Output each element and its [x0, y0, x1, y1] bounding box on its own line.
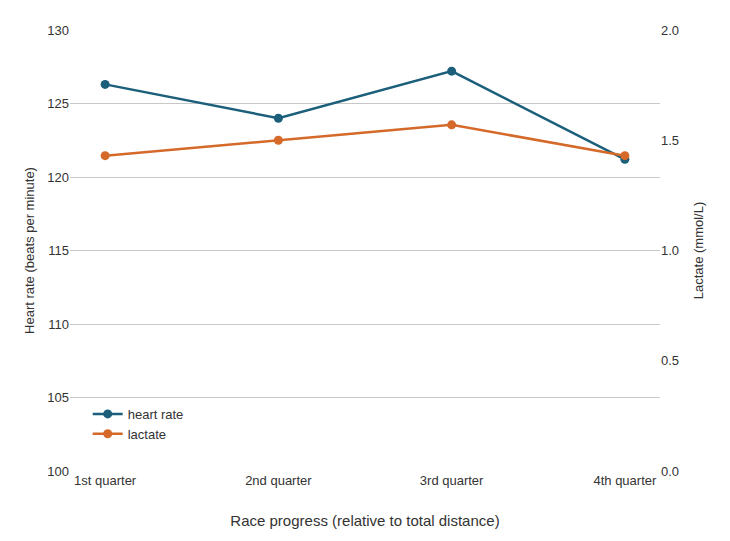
svg-text:130: 130: [47, 23, 69, 38]
svg-text:2.0: 2.0: [661, 23, 679, 38]
svg-text:125: 125: [47, 96, 69, 111]
svg-text:100: 100: [47, 464, 69, 479]
svg-text:0.0: 0.0: [661, 464, 679, 479]
svg-text:110: 110: [48, 317, 69, 332]
svg-text:0.5: 0.5: [661, 353, 679, 368]
svg-text:120: 120: [47, 170, 69, 185]
svg-text:115: 115: [48, 243, 69, 258]
svg-text:3rd quarter: 3rd quarter: [420, 473, 484, 488]
svg-text:Heart rate (beats per minute): Heart rate (beats per minute): [22, 167, 37, 334]
svg-text:1.0: 1.0: [661, 243, 679, 258]
svg-text:Race progress (relative to tot: Race progress (relative to total distanc…: [230, 512, 499, 529]
svg-text:105: 105: [47, 390, 69, 405]
svg-text:2nd quarter: 2nd quarter: [245, 473, 312, 488]
svg-text:1.5: 1.5: [661, 133, 679, 148]
svg-text:heart rate: heart rate: [128, 407, 184, 422]
svg-text:Lactate (mmol/L): Lactate (mmol/L): [691, 202, 706, 300]
svg-text:lactate: lactate: [128, 427, 166, 442]
svg-text:1st quarter: 1st quarter: [74, 473, 137, 488]
svg-text:4th quarter: 4th quarter: [593, 473, 657, 488]
